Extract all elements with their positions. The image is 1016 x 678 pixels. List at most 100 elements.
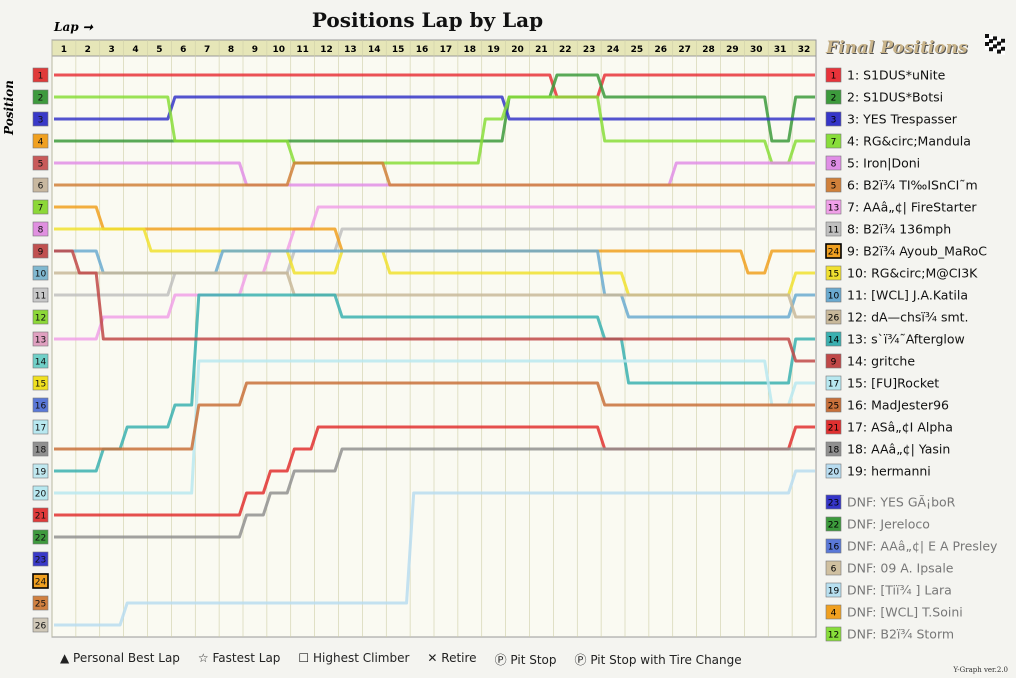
lap-tick-label: 8 bbox=[228, 45, 234, 55]
start-position-box bbox=[32, 573, 49, 589]
final-position-box bbox=[825, 199, 842, 215]
lap-tick-label: 3 bbox=[109, 45, 115, 55]
legend-personal-best: ▲ Personal Best Lap bbox=[60, 651, 180, 665]
final-position-box bbox=[825, 397, 842, 413]
position-tick-label: 3 bbox=[38, 116, 44, 126]
lap-tick-label: 18 bbox=[464, 45, 477, 55]
lap-tick-label: 30 bbox=[750, 45, 763, 55]
final-position-name: 4: RG&circ;Mandula bbox=[847, 134, 971, 149]
flag-square bbox=[989, 43, 993, 48]
position-tick-label: 26 bbox=[35, 622, 47, 632]
start-position-box bbox=[32, 485, 49, 501]
final-position-box bbox=[825, 287, 842, 303]
dnf-name: DNF: [Tiï¾ ] Lara bbox=[847, 583, 952, 598]
start-position-box bbox=[32, 331, 49, 347]
position-tick-label: 2 bbox=[38, 94, 44, 104]
dnf-box-label: 22 bbox=[828, 521, 839, 531]
legend: ▲ Personal Best Lap ☆ Fastest Lap ☐ High… bbox=[60, 651, 742, 668]
final-position-box-label: 15 bbox=[828, 270, 839, 280]
final-position-box-label: 9 bbox=[831, 358, 837, 368]
position-tick-label: 10 bbox=[35, 270, 47, 280]
lap-tick-label: 4 bbox=[132, 45, 138, 55]
flag-square bbox=[985, 46, 989, 50]
final-position-box bbox=[825, 111, 842, 127]
final-position-box-label: 25 bbox=[828, 402, 839, 412]
lap-tick-label: 14 bbox=[368, 45, 381, 55]
final-position-name: 7: AAâ„¢| FireStarter bbox=[847, 200, 977, 215]
series-line bbox=[54, 73, 815, 99]
final-position-box-label: 1 bbox=[831, 72, 837, 82]
legend-retire: ✕ Retire bbox=[427, 651, 477, 665]
final-position-name: 9: B2ï¾ Ayoub_MaRoC bbox=[847, 244, 987, 259]
start-position-box bbox=[32, 375, 49, 391]
start-position-box bbox=[32, 441, 49, 457]
lap-tick-label: 24 bbox=[607, 45, 620, 55]
flag-square bbox=[993, 36, 997, 41]
position-tick-label: 23 bbox=[35, 556, 46, 566]
final-position-name: 15: [FU]Rocket bbox=[847, 376, 939, 391]
start-position-box bbox=[32, 243, 49, 259]
lap-tick-label: 26 bbox=[655, 45, 668, 55]
position-tick-label: 15 bbox=[35, 380, 46, 390]
flag-square bbox=[989, 47, 993, 52]
lap-tick-label: 2 bbox=[85, 45, 91, 55]
final-position-box-label: 26 bbox=[828, 314, 840, 324]
final-position-box-label: 20 bbox=[828, 468, 840, 478]
final-position-box bbox=[825, 243, 842, 259]
start-position-box bbox=[32, 287, 49, 303]
position-tick-label: 6 bbox=[38, 182, 44, 192]
dnf-box bbox=[825, 582, 842, 598]
final-position-box-label: 10 bbox=[828, 292, 840, 302]
position-tick-label: 24 bbox=[35, 578, 47, 588]
final-position-name: 14: gritche bbox=[847, 354, 915, 369]
final-position-box bbox=[825, 331, 842, 347]
start-position-box bbox=[32, 155, 49, 171]
final-position-box bbox=[825, 133, 842, 149]
lap-tick-label: 31 bbox=[774, 45, 787, 55]
position-tick-label: 13 bbox=[35, 336, 46, 346]
position-tick-label: 8 bbox=[38, 226, 44, 236]
lap-tick-label: 5 bbox=[156, 45, 162, 55]
final-position-name: 10: RG&circ;M@CI3K bbox=[847, 266, 978, 281]
start-position-box bbox=[32, 529, 49, 545]
start-position-box bbox=[32, 419, 49, 435]
flag-square bbox=[989, 39, 993, 44]
lap-tick-label: 29 bbox=[726, 45, 739, 55]
lap-tick-label: 10 bbox=[273, 45, 286, 55]
start-position-box bbox=[32, 551, 49, 567]
final-position-box-label: 13 bbox=[828, 204, 839, 214]
final-position-box-label: 3 bbox=[831, 116, 837, 126]
flag-square bbox=[993, 40, 997, 45]
lap-tick-label: 21 bbox=[535, 45, 548, 55]
dnf-name: DNF: Jereloco bbox=[847, 517, 930, 532]
final-position-name: 8: B2ï¾ 136mph bbox=[847, 222, 951, 237]
dnf-box bbox=[825, 494, 842, 510]
final-position-box bbox=[825, 221, 842, 237]
dnf-box bbox=[825, 626, 842, 642]
final-position-name: 2: S1DUS*Botsi bbox=[847, 90, 943, 105]
lap-axis-label: Lap ➞ bbox=[54, 20, 93, 34]
series-line bbox=[54, 447, 815, 539]
position-tick-label: 22 bbox=[35, 534, 46, 544]
final-position-name: 13: s`ï¾˜Afterglow bbox=[847, 332, 965, 347]
dnf-box bbox=[825, 604, 842, 620]
start-position-box bbox=[32, 177, 49, 193]
lap-tick-label: 15 bbox=[392, 45, 405, 55]
final-position-name: 5: Iron|Doni bbox=[847, 156, 920, 171]
series-line bbox=[54, 359, 815, 495]
flag-square bbox=[997, 41, 1001, 46]
final-position-box-label: 24 bbox=[828, 248, 840, 258]
dnf-box-label: 23 bbox=[828, 499, 839, 509]
position-tick-label: 5 bbox=[38, 160, 44, 170]
lap-tick-label: 25 bbox=[631, 45, 644, 55]
final-position-name: 3: YES Trespasser bbox=[847, 112, 958, 127]
final-position-name: 19: hermanni bbox=[847, 464, 931, 479]
final-position-box-label: 18 bbox=[828, 446, 840, 456]
start-position-box bbox=[32, 89, 49, 105]
start-position-box bbox=[32, 221, 49, 237]
dnf-name: DNF: 09 A. Ipsale bbox=[847, 561, 954, 576]
lap-tick-label: 1 bbox=[61, 45, 67, 55]
position-tick-label: 11 bbox=[35, 292, 46, 302]
start-position-box bbox=[32, 265, 49, 281]
